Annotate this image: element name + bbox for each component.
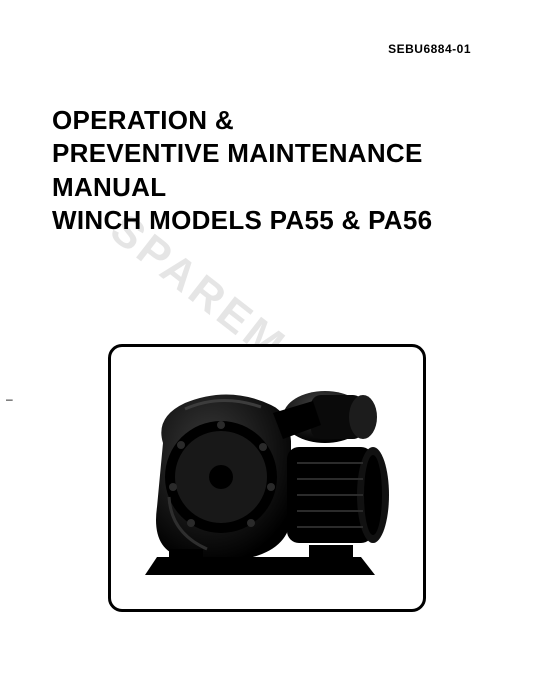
title-line-2: PREVENTIVE MAINTENANCE <box>52 137 499 170</box>
document-page: SEBU6884-01 OPERATION & PREVENTIVE MAINT… <box>0 0 533 690</box>
title-line-1: OPERATION & <box>52 104 499 137</box>
winch-illustration-icon <box>111 347 423 609</box>
title-block: OPERATION & PREVENTIVE MAINTENANCE MANUA… <box>52 104 499 237</box>
edge-mark-icon: – <box>6 392 13 406</box>
document-code: SEBU6884-01 <box>388 42 471 56</box>
figure-frame <box>108 344 426 612</box>
title-line-4: WINCH MODELS PA55 & PA56 <box>52 204 499 237</box>
title-line-3: MANUAL <box>52 171 499 204</box>
